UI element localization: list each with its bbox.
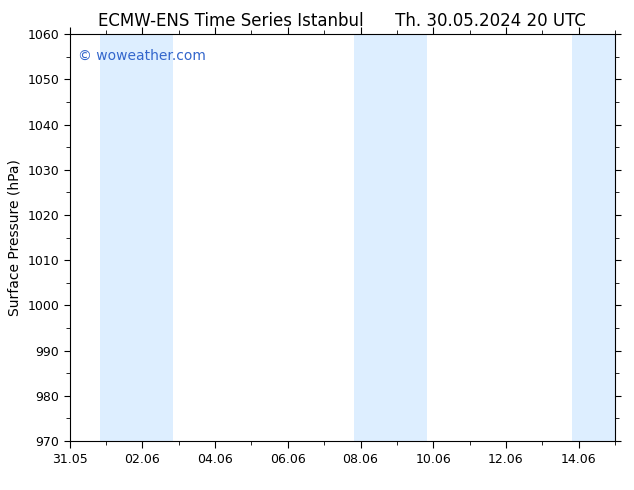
Bar — [573, 34, 615, 441]
Bar — [136, 34, 172, 441]
Text: © woweather.com: © woweather.com — [78, 49, 206, 63]
Bar — [391, 34, 427, 441]
Y-axis label: Surface Pressure (hPa): Surface Pressure (hPa) — [8, 159, 22, 316]
Bar — [354, 34, 391, 441]
Title: ECMW-ENS Time Series Istanbul      Th. 30.05.2024 20 UTC: ECMW-ENS Time Series Istanbul Th. 30.05.… — [98, 12, 586, 30]
Bar — [100, 34, 136, 441]
